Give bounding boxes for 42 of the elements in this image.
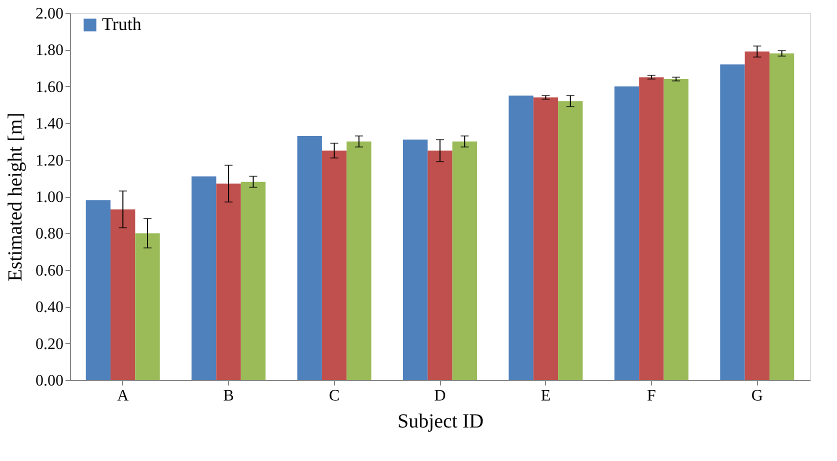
y-tick-label: 1.00 — [36, 189, 64, 206]
bar — [664, 79, 688, 380]
bar — [297, 136, 322, 380]
bar — [110, 209, 136, 380]
bar — [614, 86, 640, 380]
bar — [322, 150, 347, 380]
bar — [720, 64, 745, 380]
bar — [639, 77, 664, 380]
y-tick-label: 0.20 — [36, 336, 64, 353]
x-tick-label: F — [646, 388, 656, 404]
x-tick-label: A — [117, 388, 130, 404]
bar — [558, 101, 583, 380]
y-tick-label: 0.80 — [36, 226, 64, 243]
y-tick-label: 0.60 — [36, 262, 64, 280]
bar — [428, 150, 452, 380]
x-tick-label: C — [328, 388, 340, 404]
bar — [346, 141, 372, 380]
y-tick-label: 0.00 — [36, 372, 64, 390]
bar — [508, 96, 534, 380]
y-tick-label: 2.00 — [36, 6, 64, 22]
x-tick-label: G — [751, 388, 764, 404]
bar — [744, 52, 770, 380]
y-tick-label: 1.40 — [36, 116, 64, 133]
bar — [452, 141, 477, 380]
bar — [135, 233, 160, 380]
bar — [192, 176, 216, 380]
x-tick-label: B — [223, 388, 234, 404]
y-tick-label: 1.20 — [36, 152, 64, 170]
bar — [240, 182, 266, 380]
x-tick-label: D — [434, 388, 446, 404]
bar — [216, 184, 241, 380]
legend-label: Truth — [102, 14, 142, 34]
y-tick-label: 0.40 — [36, 299, 64, 316]
x-axis-title: Subject ID — [397, 410, 484, 432]
y-tick-label: 1.80 — [36, 42, 64, 60]
bar — [533, 97, 558, 380]
bar — [403, 140, 428, 380]
bar — [769, 53, 794, 380]
y-axis-title: Estimated height [m] — [4, 112, 26, 282]
y-tick-label: 1.60 — [36, 78, 64, 96]
bar — [86, 200, 111, 380]
x-tick-label: E — [540, 388, 551, 404]
